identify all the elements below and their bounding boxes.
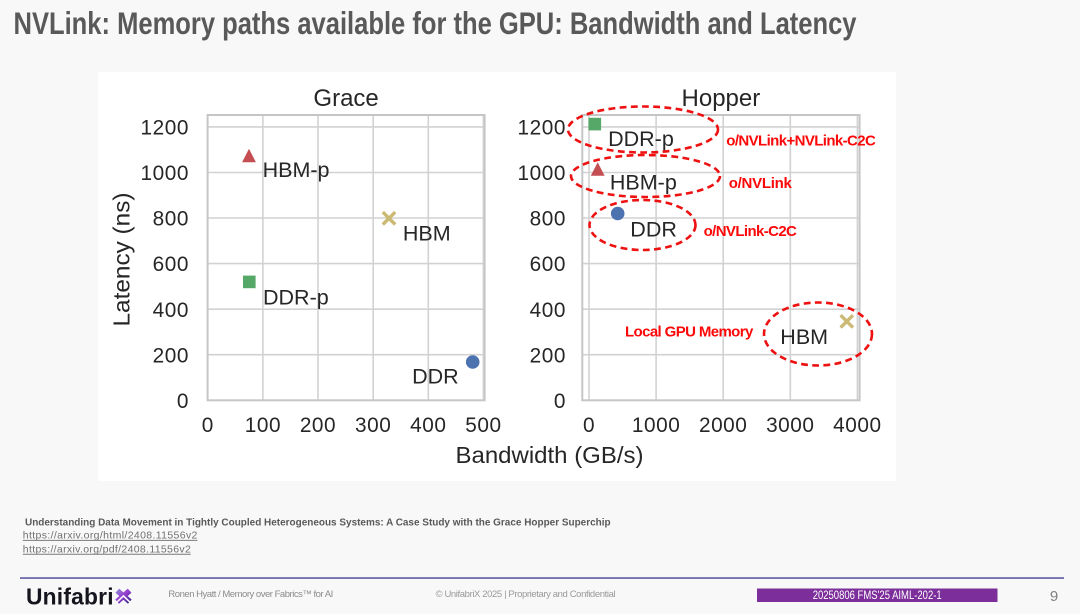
svg-text:1000: 1000 — [632, 414, 680, 437]
svg-text:DDR-p: DDR-p — [263, 285, 329, 309]
svg-text:1200: 1200 — [141, 117, 189, 140]
svg-text:1000: 1000 — [518, 162, 566, 185]
svg-text:HBM-p: HBM-p — [610, 171, 677, 195]
svg-text:600: 600 — [530, 253, 566, 276]
svg-text:Understanding Data Movement in: Understanding Data Movement in Tightly C… — [25, 517, 611, 529]
svg-text:400: 400 — [410, 414, 446, 437]
svg-text:0: 0 — [583, 414, 595, 437]
svg-text:0: 0 — [177, 390, 189, 413]
svg-text:300: 300 — [355, 414, 391, 437]
svg-text:o/NVLink+NVLink-C2C: o/NVLink+NVLink-C2C — [726, 133, 876, 150]
svg-text:https://arxiv.org/html/2408.11: https://arxiv.org/html/2408.11556v2 — [23, 530, 198, 542]
svg-text:500: 500 — [465, 414, 501, 437]
svg-text:Bandwidth (GB/s): Bandwidth (GB/s) — [456, 442, 644, 468]
svg-text:o/NVLink-C2C: o/NVLink-C2C — [704, 223, 797, 240]
svg-text:3000: 3000 — [766, 414, 814, 437]
svg-text:HBM-p: HBM-p — [263, 158, 330, 182]
svg-text:400: 400 — [530, 299, 566, 322]
svg-text:0: 0 — [554, 390, 566, 413]
svg-text:DDR-p: DDR-p — [608, 127, 674, 151]
svg-text:Unifabri: Unifabri — [26, 584, 114, 609]
svg-text:20250806 FMS'25 AIML-202-1: 20250806 FMS'25 AIML-202-1 — [813, 590, 942, 602]
svg-text:https://arxiv.org/pdf/2408.115: https://arxiv.org/pdf/2408.11556v2 — [23, 544, 191, 556]
svg-text:Local GPU Memory: Local GPU Memory — [625, 324, 754, 341]
svg-text:Grace: Grace — [313, 85, 378, 112]
svg-text:DDR: DDR — [412, 365, 459, 389]
svg-text:Hopper: Hopper — [682, 85, 761, 112]
svg-text:200: 200 — [153, 344, 189, 367]
svg-text:Latency (ns): Latency (ns) — [109, 193, 135, 327]
svg-text:800: 800 — [153, 208, 189, 231]
svg-text:HBM: HBM — [403, 221, 451, 245]
svg-text:9: 9 — [1050, 588, 1058, 605]
svg-text:2000: 2000 — [699, 414, 747, 437]
svg-text:4000: 4000 — [833, 414, 881, 437]
svg-text:1000: 1000 — [141, 162, 189, 185]
svg-text:200: 200 — [300, 414, 336, 437]
svg-text:DDR: DDR — [630, 218, 677, 242]
svg-text:600: 600 — [153, 253, 189, 276]
svg-text:o/NVLink: o/NVLink — [729, 175, 793, 192]
svg-text:200: 200 — [530, 344, 566, 367]
svg-text:400: 400 — [153, 299, 189, 322]
svg-text:Ronen Hyatt / Memory over Fabr: Ronen Hyatt / Memory over Fabrics™ for A… — [168, 589, 333, 600]
svg-text:100: 100 — [245, 414, 281, 437]
svg-text:1200: 1200 — [518, 117, 566, 140]
svg-text:© UnifabriX 2025 | Proprietary: © UnifabriX 2025 | Proprietary and Confi… — [436, 589, 616, 600]
svg-text:0: 0 — [202, 414, 214, 437]
svg-text:NVLink: Memory paths available: NVLink: Memory paths available for the G… — [14, 5, 857, 41]
svg-text:800: 800 — [530, 208, 566, 231]
svg-text:HBM: HBM — [780, 325, 828, 349]
